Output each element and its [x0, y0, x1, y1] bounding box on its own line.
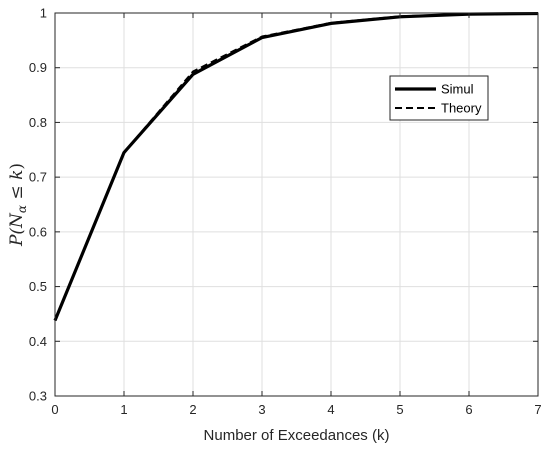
- y-axis-title-subscript: α: [15, 205, 29, 213]
- legend: Simul Theory: [389, 75, 489, 121]
- y-tick-label: 0.9: [29, 60, 47, 75]
- y-tick-label: 0.6: [29, 224, 47, 239]
- plot-background: [55, 13, 538, 396]
- plot-frame: [54, 12, 539, 397]
- x-tick-label: 2: [189, 402, 196, 417]
- x-tick-label: 3: [258, 402, 265, 417]
- y-axis-title-relation: ≤: [7, 180, 27, 205]
- legend-label-theory: Theory: [441, 101, 482, 116]
- axis-ticks: 0 1 2 3 4 5 6 7 0.3 0.4 0.5 0.6 0.7 0.8 0.9 1: [29, 6, 542, 418]
- y-axis-title-variable: k: [7, 170, 27, 180]
- x-tick-label: 1: [120, 402, 127, 417]
- x-tick-label: 4: [327, 402, 334, 417]
- y-tick-label: 0.5: [29, 279, 47, 294]
- series-lines: [53, 11, 539, 322]
- y-axis-title-suffix: ): [7, 163, 27, 170]
- x-tick-label: 7: [534, 402, 541, 417]
- y-tick-label: 0.4: [29, 334, 47, 349]
- y-tick-label: 1: [40, 6, 47, 21]
- y-tick-label: 0.3: [29, 389, 47, 404]
- series-line-theory: [54, 12, 539, 321]
- legend-label-simul: Simul: [441, 82, 474, 97]
- x-tick-label: 0: [51, 402, 58, 417]
- x-tick-label: 6: [465, 402, 472, 417]
- legend-box: [389, 75, 489, 121]
- x-tick-label: 5: [396, 402, 403, 417]
- y-tick-label: 0.8: [29, 115, 47, 130]
- y-axis-title: P(Nα ≤ k): [7, 163, 29, 247]
- y-tick-label: 0.7: [29, 170, 47, 185]
- y-axis-title-prefix: P(N: [7, 212, 27, 247]
- x-axis-title: Number of Exceedances (k): [204, 427, 390, 444]
